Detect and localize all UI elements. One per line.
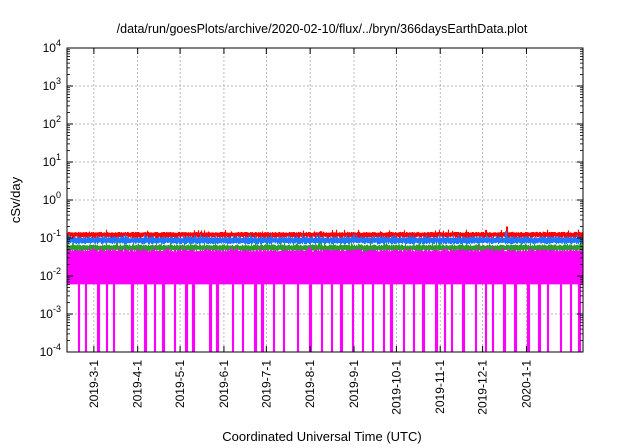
y-tick-label: 10-2: [40, 266, 61, 283]
y-axis: 10-4 10-3 10-2 10-1 100 101 102 103 104: [40, 38, 583, 359]
grid: [67, 48, 583, 352]
y-tick-label: 100: [43, 190, 61, 207]
x-tick-label: 2019-6-1: [217, 360, 231, 408]
x-tick-label: 2019-7-1: [259, 360, 273, 408]
x-tick-label: 2019-10-1: [389, 360, 403, 415]
x-tick-label: 2019-12-1: [476, 360, 490, 415]
y-tick-label: 104: [43, 38, 61, 55]
x-tick-label: 2019-5-1: [173, 360, 187, 408]
plot-area: [67, 226, 583, 352]
x-tick-label: 2019-11-1: [433, 360, 447, 414]
x-tick-label: 2019-9-1: [347, 360, 361, 408]
chart-title: /data/run/goesPlots/archive/2020-02-10/f…: [117, 22, 528, 36]
x-tick-label: 2019-3-1: [87, 360, 101, 408]
y-axis-label: cSv/day: [8, 176, 23, 223]
x-axis: 2019-3-1 2019-4-1 2019-5-1 2019-6-1 2019-7-1…: [87, 48, 533, 415]
y-tick-label: 102: [43, 114, 61, 131]
y-tick-label: 10-4: [40, 342, 61, 359]
series-band-3: [67, 247, 583, 352]
y-tick-label: 10-1: [40, 228, 61, 245]
y-tick-label: 10-3: [40, 304, 61, 321]
x-axis-label: Coordinated Universal Time (UTC): [222, 429, 421, 444]
x-tick-label: 2020-1-1: [519, 360, 533, 408]
y-tick-label: 101: [43, 152, 61, 169]
x-tick-label: 2019-8-1: [303, 360, 317, 408]
x-tick-label: 2019-4-1: [131, 360, 145, 408]
y-tick-label: 103: [43, 76, 61, 93]
